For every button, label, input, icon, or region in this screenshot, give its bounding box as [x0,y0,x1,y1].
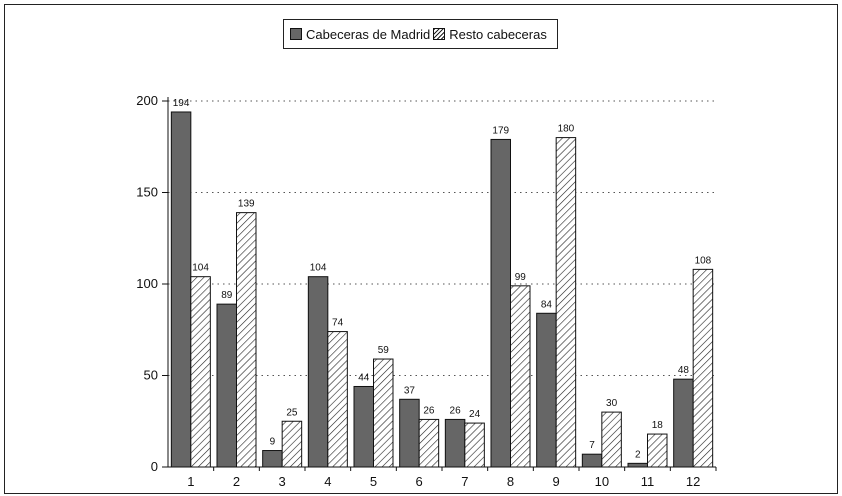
x-tick-label: 1 [187,474,194,489]
data-label-resto: 104 [192,263,209,274]
gridlines [168,100,716,376]
x-tick-label: 3 [279,474,286,489]
data-label-resto: 74 [332,318,344,329]
bar-resto [692,268,714,468]
y-tick-label: 150 [136,185,158,200]
data-label-madrid: 2 [635,449,641,460]
bar-madrid [262,450,283,468]
legend-swatch-resto [433,28,446,40]
bar-madrid [170,111,192,468]
bar-resto [236,212,257,468]
x-tick-label: 8 [507,474,514,489]
legend-label-resto: Resto cabeceras [449,26,547,42]
chart-frame [4,4,838,494]
x-tick-label: 2 [233,474,240,489]
data-label-resto: 99 [515,272,527,283]
bar-madrid [399,398,420,468]
bar-madrid [353,385,374,468]
bar-madrid [581,453,603,468]
data-label-madrid: 9 [270,437,276,448]
bar-resto [647,433,668,468]
bar-madrid [673,378,694,468]
legend-label-madrid: Cabeceras de Madrid [306,26,431,42]
data-label-resto: 25 [286,407,298,418]
x-tick-label: 5 [370,474,377,489]
x-tick-label: 10 [595,474,609,489]
bar-resto [464,422,485,468]
y-tick-label: 200 [136,93,158,108]
bar-resto [601,411,622,468]
data-label-resto: 26 [423,405,435,416]
bars [170,111,714,468]
bar-resto [373,358,394,468]
bar-resto [190,276,211,468]
data-label-madrid: 104 [310,263,327,274]
data-labels: 194 104 89 139 9 25 104 74 44 59 37 26 26 24 179 99 84 18… [173,98,712,460]
data-label-madrid: 44 [358,372,370,383]
y-tick-label: 50 [144,368,158,383]
bar-resto [327,331,348,468]
data-label-resto: 18 [652,420,664,431]
data-label-madrid: 7 [589,440,595,451]
bar-resto [281,420,303,468]
x-tick-label: 12 [686,474,700,489]
bar-resto [510,285,531,468]
legend-entry-madrid: Cabeceras de Madrid [290,27,430,42]
bar-madrid [444,418,466,468]
data-label-resto: 59 [378,345,390,356]
bar-madrid [627,462,648,468]
data-label-madrid: 84 [541,299,553,310]
bar-resto [418,418,440,468]
data-label-madrid: 48 [678,365,690,376]
bar-madrid [307,276,329,468]
data-label-madrid: 179 [492,125,509,136]
data-label-resto: 24 [469,409,481,420]
x-tick-label: 4 [324,474,331,489]
data-label-resto: 30 [606,398,618,409]
data-label-resto: 139 [238,199,255,210]
legend: Cabeceras de Madrid Resto cabeceras [283,19,558,49]
y-tick-label: 100 [136,276,158,291]
data-label-madrid: 89 [221,290,233,301]
bar-madrid [536,312,557,468]
bar-madrid [216,303,237,468]
data-label-madrid: 26 [450,405,462,416]
x-tick-label: 9 [553,474,560,489]
legend-swatch-madrid [290,28,302,40]
legend-entry-resto: Resto cabeceras [430,27,547,42]
x-tick-label: 7 [461,474,468,489]
x-tick-label: 11 [641,474,655,489]
data-label-resto: 180 [558,124,575,135]
bar-madrid [490,138,511,468]
data-label-madrid: 37 [404,385,416,396]
y-tick-label: 0 [151,459,158,474]
data-label-resto: 108 [695,255,712,266]
data-label-madrid: 194 [173,98,190,109]
bar-resto [555,137,577,468]
x-tick-label: 6 [416,474,423,489]
